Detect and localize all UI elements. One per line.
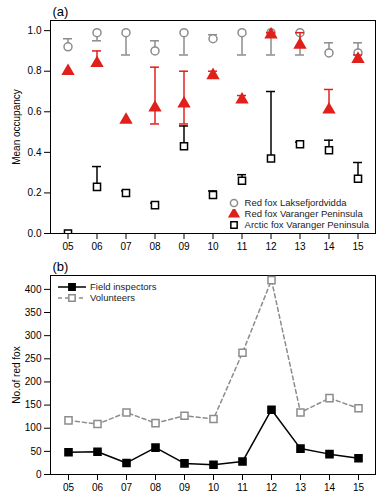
svg-text:12: 12 [266, 482, 278, 493]
html-text:Volunteers: Volunteers [90, 292, 135, 303]
svg-text:1.0: 1.0 [28, 25, 42, 36]
svg-text:200: 200 [25, 376, 42, 387]
svg-text:11: 11 [237, 241, 248, 252]
svg-text:08: 08 [149, 241, 161, 252]
svg-text:0.0: 0.0 [28, 228, 42, 239]
svg-text:11: 11 [237, 482, 248, 493]
svg-text:400: 400 [25, 284, 42, 295]
svg-text:350: 350 [25, 307, 42, 318]
svg-text:0.6: 0.6 [28, 106, 42, 117]
svg-text:(a): (a) [53, 4, 69, 19]
svg-text:05: 05 [62, 241, 74, 252]
svg-text:10: 10 [208, 482, 220, 493]
svg-text:15: 15 [353, 482, 365, 493]
svg-text:0.8: 0.8 [28, 65, 42, 76]
svg-text:250: 250 [25, 353, 42, 364]
svg-text:300: 300 [25, 330, 42, 341]
svg-text:100: 100 [25, 422, 42, 433]
svg-text:12: 12 [265, 241, 277, 252]
svg-text:Mean occupancy: Mean occupancy [11, 89, 22, 165]
html-text:Red fox Varanger Peninsula: Red fox Varanger Peninsula [244, 208, 363, 219]
html-text:Field inspectors: Field inspectors [90, 281, 157, 292]
svg-text:14: 14 [323, 241, 335, 252]
svg-text:0.4: 0.4 [28, 147, 42, 158]
svg-text:06: 06 [91, 241, 103, 252]
svg-text:13: 13 [294, 241, 306, 252]
svg-text:(b): (b) [53, 259, 69, 274]
svg-text:13: 13 [295, 482, 307, 493]
svg-text:09: 09 [178, 241, 190, 252]
svg-text:10: 10 [207, 241, 219, 252]
svg-text:150: 150 [25, 399, 42, 410]
svg-text:06: 06 [92, 482, 104, 493]
html-text:Red fox Laksefjordvidda: Red fox Laksefjordvidda [244, 197, 347, 208]
svg-text:05: 05 [63, 482, 75, 493]
svg-text:14: 14 [324, 482, 336, 493]
svg-text:15: 15 [352, 241, 364, 252]
svg-text:09: 09 [179, 482, 191, 493]
svg-text:07: 07 [121, 482, 133, 493]
svg-text:0.2: 0.2 [28, 187, 42, 198]
svg-text:50: 50 [30, 446, 42, 457]
svg-text:No.of red fox: No.of red fox [11, 346, 22, 403]
svg-text:07: 07 [120, 241, 132, 252]
svg-text:0: 0 [36, 469, 42, 480]
svg-text:08: 08 [150, 482, 162, 493]
html-text:Arctic fox Varanger Peninsula: Arctic fox Varanger Peninsula [244, 219, 369, 230]
